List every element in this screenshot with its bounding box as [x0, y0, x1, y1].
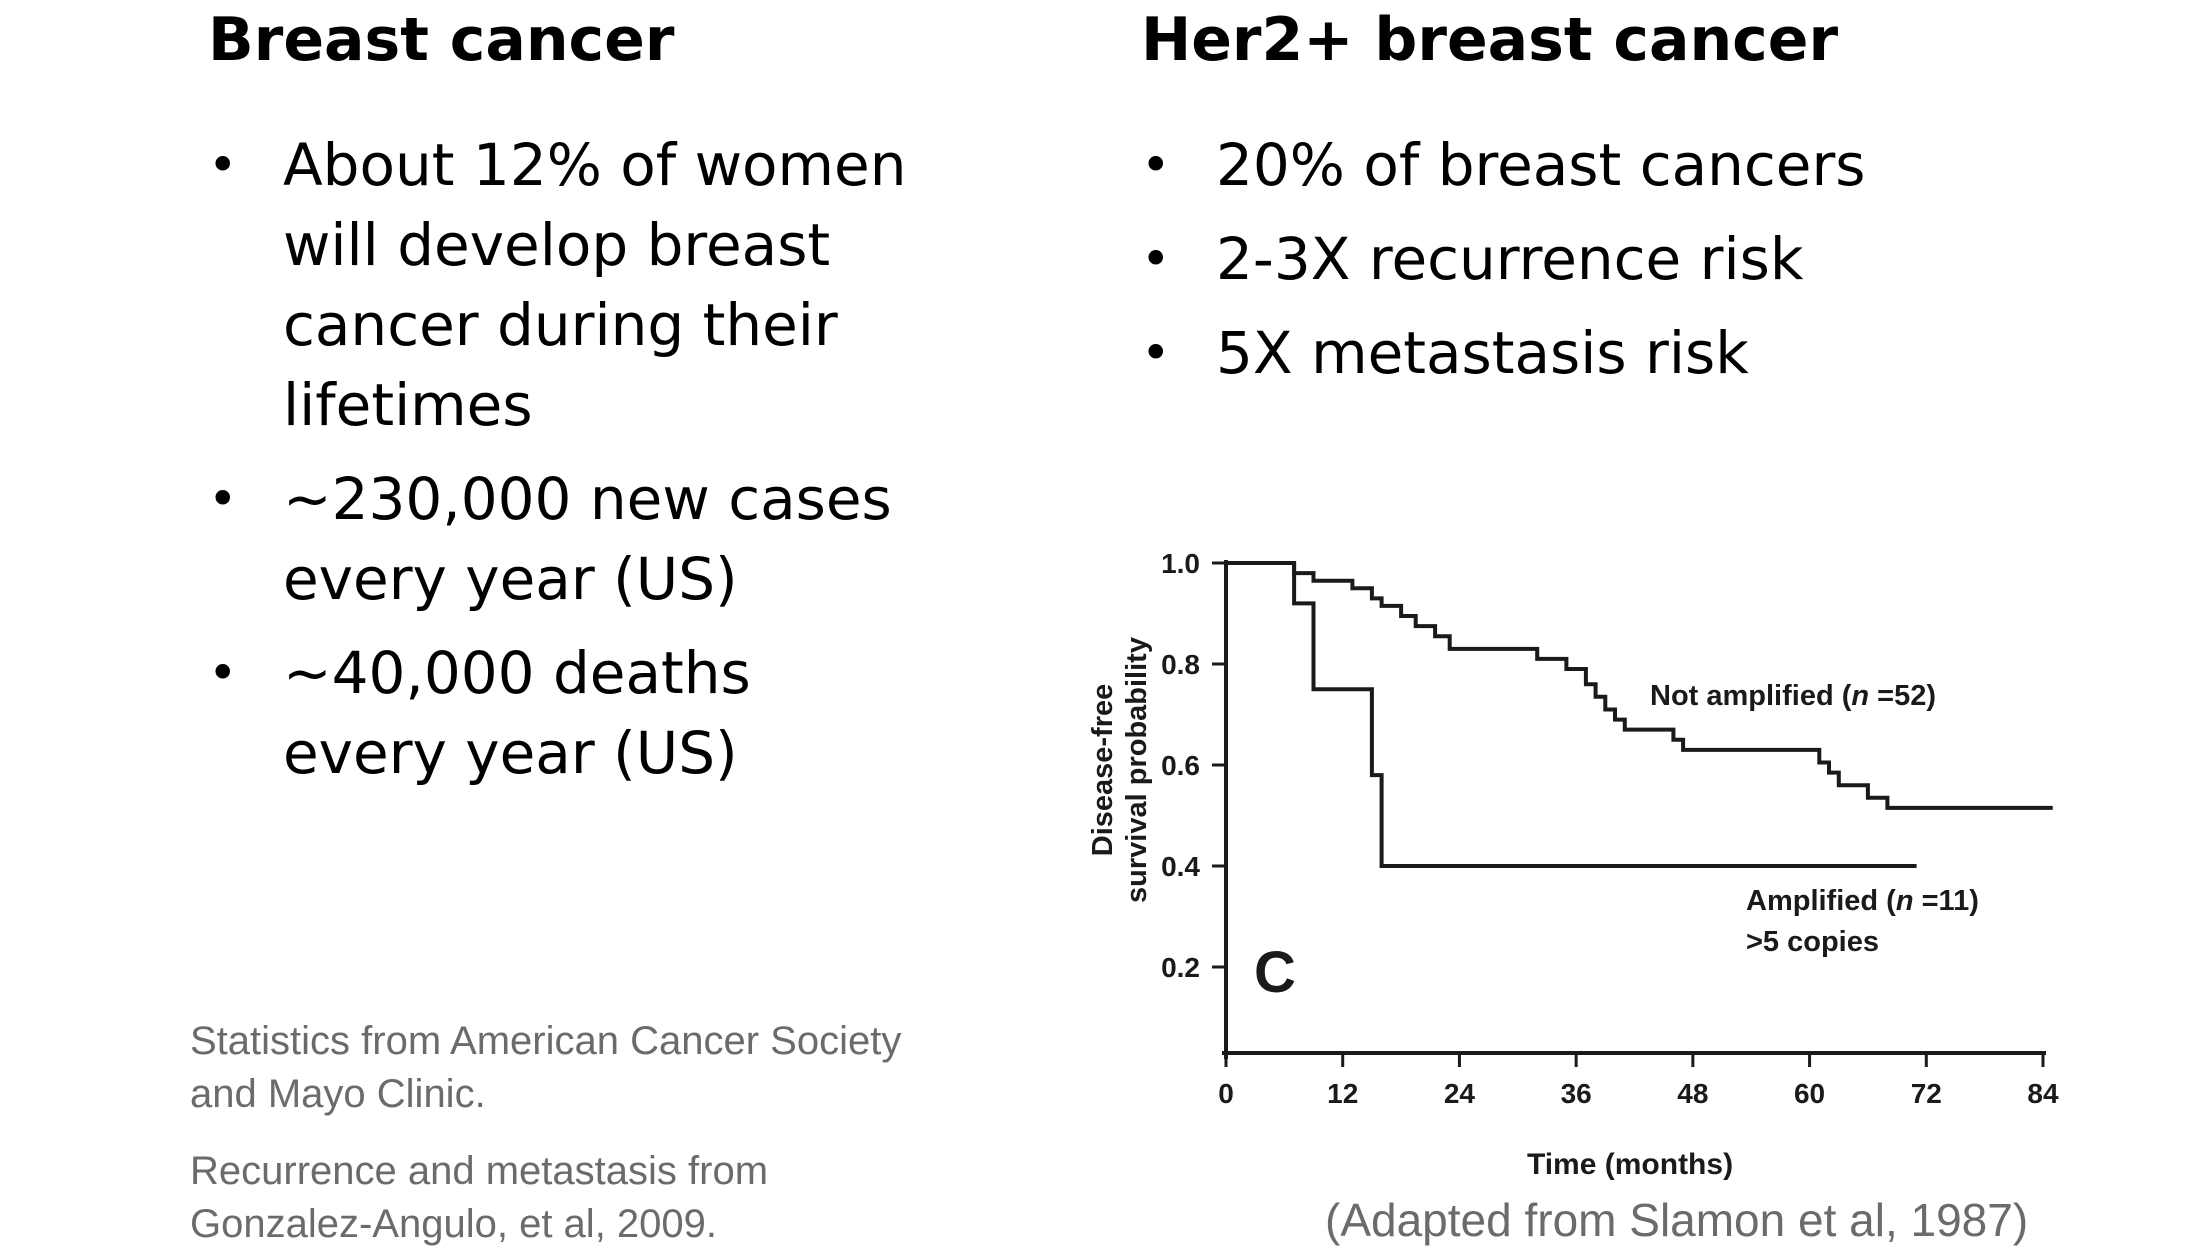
x-tick-label: 72	[1911, 1078, 1942, 1109]
series-label-part: n	[1896, 885, 1914, 917]
y-axis-label-line: survival probability	[1121, 637, 1153, 903]
panel-letter: C	[1254, 940, 1296, 1005]
bullet-dot-icon: •	[1141, 324, 1171, 382]
series-label-part: =52)	[1869, 680, 1936, 712]
not-amplified-curve	[1226, 561, 2053, 810]
series-label-part: =11)	[1914, 885, 1979, 917]
x-tick-label: 60	[1794, 1078, 1825, 1109]
y-tick-label: 0.2	[1161, 952, 1200, 983]
y-tick-label: 0.6	[1161, 750, 1200, 781]
y-axis-label: Disease-freesurvival probability	[1087, 637, 1153, 903]
amplified-label: Amplified (n =11)	[1746, 885, 1979, 917]
x-tick-label: 12	[1327, 1078, 1358, 1109]
y-axis-label-line: Disease-free	[1087, 684, 1119, 857]
bullet-dot-icon: •	[1141, 136, 1171, 194]
bullet-text: 2-3X recurrence risk	[1216, 225, 1804, 293]
x-tick-label: 24	[1444, 1078, 1476, 1109]
bullet-item: • 5X metastasis risk	[1141, 313, 2041, 393]
survival-chart: 0.2 0.4 0.6 0.8 1.0 0 12 24 36 48 60 72 84 Time (mont…	[1030, 470, 2100, 1190]
bullet-dot-icon: •	[208, 136, 238, 194]
not-amplified-label: Not amplified (n =52)	[1650, 680, 1936, 712]
bullet-text: ~40,000 deaths every year (US)	[283, 639, 751, 787]
x-tick-label: 48	[1677, 1078, 1708, 1109]
series-label-part: Amplified (	[1746, 885, 1896, 917]
right-heading: Her2+ breast cancer	[1141, 5, 1839, 75]
y-tick-label: 1.0	[1161, 548, 1200, 579]
amplified-copies-label: >5 copies	[1746, 926, 1879, 958]
left-bullet-list: • About 12% of women will develop breast…	[208, 125, 928, 807]
bullet-item: • ~230,000 new cases every year (US)	[208, 459, 928, 619]
x-tick-label: 36	[1561, 1078, 1592, 1109]
bullet-dot-icon: •	[208, 470, 238, 528]
bullet-dot-icon: •	[208, 644, 238, 702]
y-tick-label: 0.4	[1161, 851, 1200, 882]
series-label-part: Not amplified (	[1650, 680, 1852, 712]
bullet-text: 20% of breast cancers	[1216, 131, 1866, 199]
recurrence-source-note: Recurrence and metastasis from Gonzalez-…	[190, 1149, 769, 1246]
bullet-item: • 20% of breast cancers	[1141, 125, 2041, 205]
series-label-part: n	[1851, 680, 1869, 712]
left-heading: Breast cancer	[208, 5, 675, 75]
bullet-text: ~230,000 new cases every year (US)	[283, 465, 892, 613]
bullet-item: • ~40,000 deaths every year (US)	[208, 633, 928, 793]
bullet-dot-icon: •	[1141, 230, 1171, 288]
x-axis-label: Time (months)	[1527, 1148, 1733, 1181]
survival-chart-svg: 0.2 0.4 0.6 0.8 1.0 0 12 24 36 48 60 72 84 Time (mont…	[1087, 548, 2059, 1181]
bullet-text: About 12% of women will develop breast c…	[283, 131, 907, 439]
y-tick-label: 0.8	[1161, 649, 1200, 680]
bullet-item: • About 12% of women will develop breast…	[208, 125, 928, 445]
amplified-curve	[1226, 561, 1917, 868]
right-bullet-list: • 20% of breast cancers • 2-3X recurrenc…	[1141, 125, 2041, 407]
bullet-item: • 2-3X recurrence risk	[1141, 219, 2041, 299]
x-tick-label: 0	[1218, 1078, 1234, 1109]
figure-citation: (Adapted from Slamon et al, 1987)	[1325, 1194, 2029, 1246]
bullet-text: 5X metastasis risk	[1216, 319, 1749, 387]
statistics-source-note: Statistics from American Cancer Society …	[190, 1019, 902, 1116]
x-tick-label: 84	[2027, 1078, 2059, 1109]
